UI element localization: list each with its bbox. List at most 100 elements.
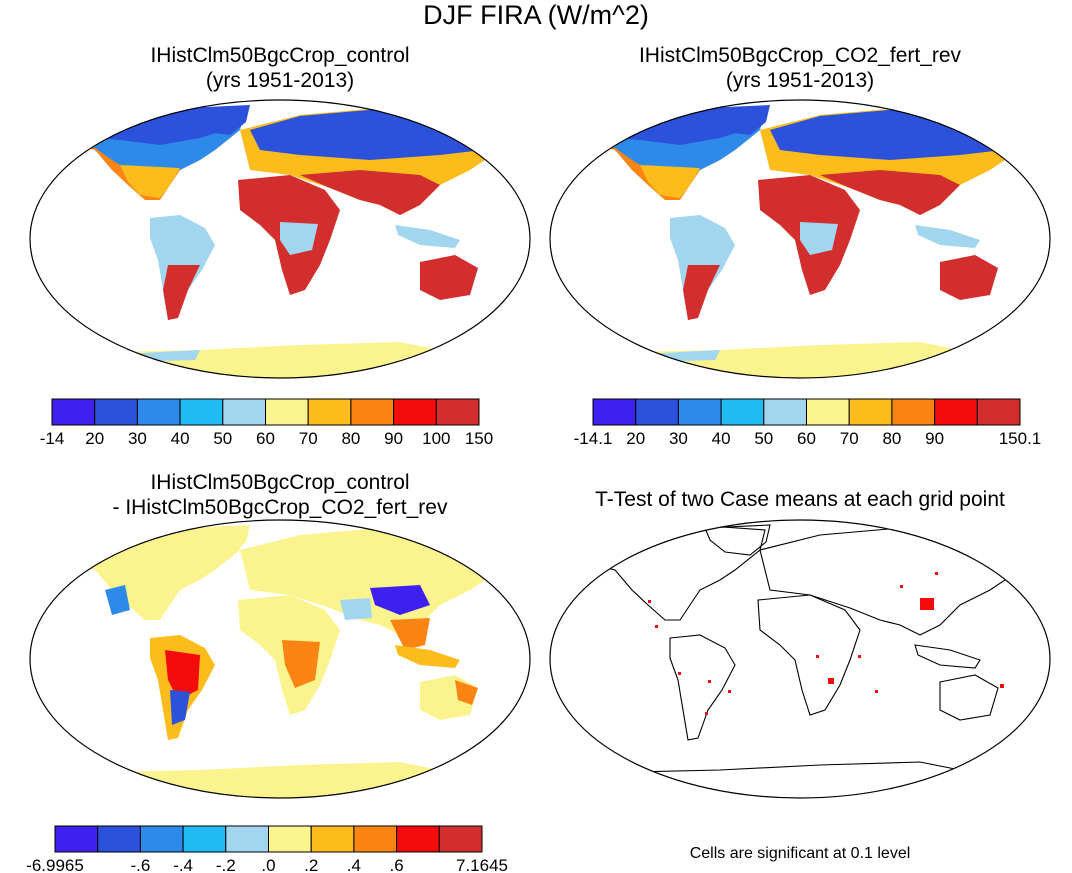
map-border-co2-fert-rev [549, 99, 1051, 379]
colorbar-tick-label: 90 [384, 429, 403, 448]
eurasia-south [820, 170, 960, 215]
significance-note: Cells are significant at 0.1 level [689, 845, 911, 862]
colorbar-tick-label: .4 [347, 856, 361, 873]
colorbar-co2-fert-rev: -14.1 20 30 40 50 60 70 80 90 150.1 [574, 398, 1042, 448]
africa-warm [282, 640, 320, 688]
antarctica-region [30, 762, 530, 798]
greenland-coast [704, 524, 771, 556]
australia-region [940, 255, 998, 300]
colorbar-swatch [179, 398, 224, 426]
panel-title-line2: (yrs 1951-2013) [205, 69, 355, 92]
south-america-cold [170, 690, 190, 725]
colorbar-tick-label: 90 [925, 429, 944, 448]
significant-cell [858, 655, 861, 658]
indonesia-region [395, 645, 460, 668]
panel-title-line1: IHistClm50BgcCrop_control [150, 471, 410, 494]
colorbar-swatch [97, 825, 141, 853]
colorbar-swatch [222, 398, 267, 426]
colorbar-swatch [94, 398, 138, 426]
colorbar-swatch [396, 825, 440, 853]
tibet-cold [370, 585, 430, 615]
india-warm [390, 618, 430, 650]
colorbar-swatch [934, 398, 978, 426]
colorbar-swatch [763, 398, 807, 426]
africa-coast [757, 594, 861, 716]
colorbar-swatch [891, 398, 936, 426]
significant-cell [1000, 684, 1004, 688]
north-america-mid [640, 165, 700, 198]
south-america-warm [163, 265, 200, 320]
colorbar-tick-label: 70 [299, 429, 318, 448]
colorbar-tick-label: 30 [128, 429, 147, 448]
significant-cell [655, 625, 658, 628]
colorbar-swatch [592, 398, 637, 426]
antarctica-coast [550, 761, 1050, 793]
colorbar-tick-label: .0 [261, 856, 275, 873]
panel-title-line1: IHistClm50BgcCrop_control [150, 44, 410, 67]
colorbar-swatch [806, 398, 850, 426]
colorbar-tick-label: 50 [754, 429, 773, 448]
north-america-coast [580, 524, 766, 621]
significant-cell [648, 600, 651, 603]
map-border-difference [29, 519, 531, 799]
antarctica-region [30, 342, 530, 378]
australia-region [420, 255, 478, 300]
colorbar-swatch [268, 825, 312, 853]
map-border-ttest [549, 519, 1051, 799]
map-ttest [550, 524, 1050, 793]
colorbar-tick-label: 7.1645 [456, 856, 508, 873]
colorbar-tick-label: -14 [40, 429, 65, 448]
colorbar-tick-label: -.6 [130, 856, 150, 873]
colorbar-swatch [976, 398, 1021, 426]
south-america-warm [683, 265, 720, 320]
map-border-control [29, 99, 531, 379]
colorbar-tick-label: 40 [712, 429, 731, 448]
colorbar-tick-label: 20 [85, 429, 104, 448]
greenland-region [185, 105, 250, 135]
colorbar-swatch [438, 825, 483, 853]
colorbar-swatch [353, 825, 398, 853]
colorbar-swatch [307, 398, 352, 426]
colorbar-tick-label: 60 [797, 429, 816, 448]
significant-cell [678, 672, 681, 675]
colorbar-swatch [635, 398, 679, 426]
eurasia-north [770, 109, 1038, 160]
colorbar-swatch [310, 825, 355, 853]
significant-cell [705, 712, 708, 715]
colorbar-difference: -6.9965 -.6 -.4 -.2 .0 .2 .4 .6 7.1645 [26, 825, 508, 873]
significant-cells [648, 572, 1004, 715]
colorbar-control: -14 20 30 40 50 60 70 80 90 100 150 [40, 398, 493, 448]
north-america-patch [105, 585, 130, 615]
significant-cell [920, 598, 934, 610]
colorbar-swatch [139, 825, 184, 853]
indonesia-region [395, 225, 460, 248]
significant-cell [828, 678, 834, 684]
colorbar-swatch [182, 825, 227, 853]
significant-cell [875, 690, 878, 693]
panel-title-ttest: T-Test of two Case means at each grid po… [540, 487, 1060, 512]
colorbar-swatch [435, 398, 480, 426]
eurasia-coast [759, 527, 1041, 636]
figure-title: DJF FIRA (W/m^2) [423, 0, 649, 30]
map-difference [30, 525, 530, 798]
colorbar-swatch [393, 398, 437, 426]
significant-cell [900, 585, 903, 588]
eurasia-north [250, 109, 518, 160]
greenland-region [185, 525, 250, 555]
colorbar-tick-label: 20 [626, 429, 645, 448]
colorbar-swatch [677, 398, 722, 426]
map-co2-fert-rev [550, 105, 1050, 378]
colorbar-tick-label: 150.1 [999, 429, 1042, 448]
colorbar-swatch [225, 825, 270, 853]
south-america-hot [165, 650, 200, 700]
map-control [30, 105, 530, 378]
antarctica-region [550, 342, 1050, 378]
colorbar-tick-label: 70 [840, 429, 859, 448]
africa-center [800, 222, 838, 255]
colorbar-tick-label: -14.1 [574, 429, 613, 448]
colorbar-tick-label: .2 [304, 856, 318, 873]
south-america-coast [669, 634, 736, 741]
colorbar-tick-label: 150 [465, 429, 493, 448]
greenland-region [705, 105, 770, 135]
